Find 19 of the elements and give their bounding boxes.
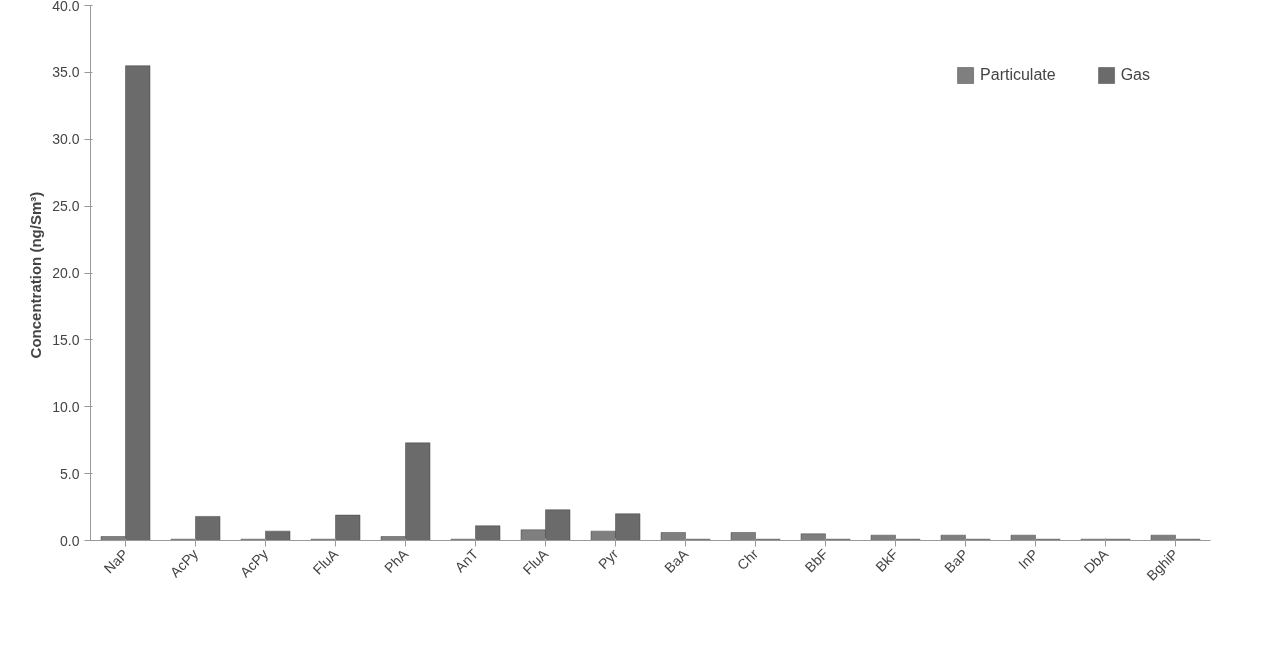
y-tick-label: 25.0 bbox=[52, 198, 80, 215]
legend-label: Particulate bbox=[980, 66, 1056, 84]
y-tick-label: 30.0 bbox=[52, 131, 80, 148]
y-tick-label: 15.0 bbox=[52, 331, 80, 348]
y-tick-label: 5.0 bbox=[60, 465, 80, 482]
y-tick-label: 10.0 bbox=[52, 398, 80, 415]
y-tick-label: 35.0 bbox=[52, 64, 80, 81]
x-tick-label: Pyr bbox=[594, 545, 622, 573]
x-tick-label: DbA bbox=[1080, 545, 1112, 577]
x-tick-label: PhA bbox=[381, 545, 412, 576]
y-tick-label: 40.0 bbox=[52, 0, 80, 14]
legend-label: Gas bbox=[1120, 66, 1150, 84]
y-tick-label: 20.0 bbox=[52, 265, 80, 281]
x-tick-label: BaP bbox=[941, 545, 972, 576]
y-tick-label: 0.0 bbox=[60, 532, 80, 549]
x-tick-label: InP bbox=[1014, 545, 1042, 573]
x-tick-label: Chr bbox=[733, 545, 762, 574]
y-axis-title: Concentration (ng/Sm³) bbox=[27, 191, 45, 359]
x-tick-label: BaA bbox=[661, 545, 692, 576]
